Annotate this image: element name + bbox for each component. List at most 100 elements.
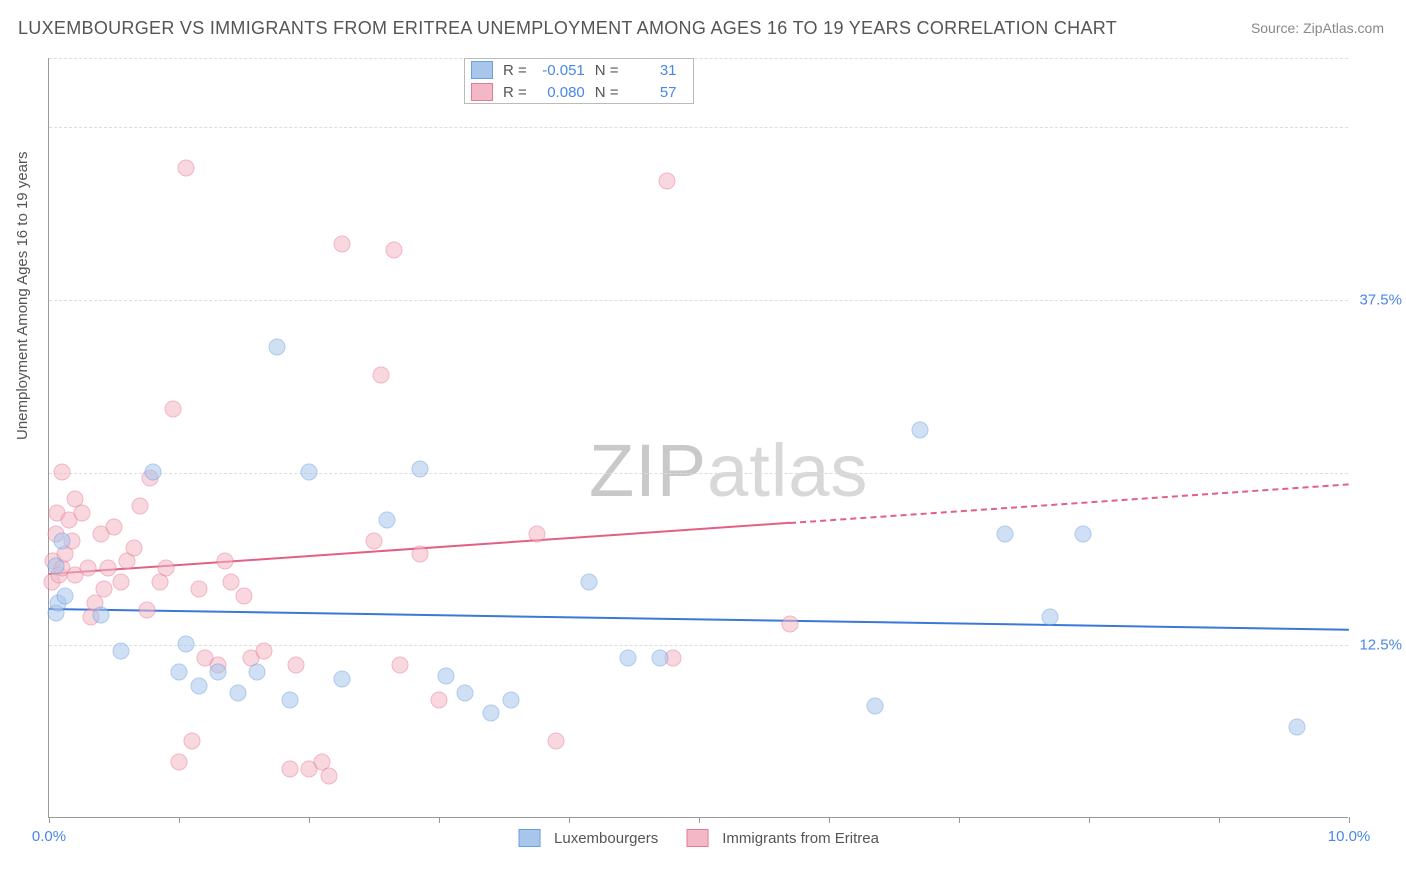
point-eritrea [431,691,448,708]
x-tick [49,817,50,823]
x-tick [439,817,440,823]
point-luxembourgers [145,463,162,480]
point-eritrea [392,657,409,674]
gridline [49,58,1348,59]
point-eritrea [80,560,97,577]
point-eritrea [73,505,90,522]
swatch-eritrea-2 [686,829,708,847]
y-tick-label: 37.5% [1359,291,1402,308]
x-tick [1219,817,1220,823]
stats-legend: R = -0.051 N = 31 R = 0.080 N = 57 [464,58,694,104]
point-luxembourgers [54,532,71,549]
swatch-eritrea [471,83,493,101]
x-tick [699,817,700,823]
point-luxembourgers [483,705,500,722]
x-tick-label: 0.0% [32,828,66,845]
point-eritrea [171,753,188,770]
gridline [49,645,1348,646]
point-luxembourgers [93,607,110,624]
x-tick [1089,817,1090,823]
point-luxembourgers [411,460,428,477]
point-eritrea [112,574,129,591]
gridline [49,127,1348,128]
point-eritrea [288,657,305,674]
point-luxembourgers [190,677,207,694]
point-luxembourgers [1042,608,1059,625]
point-luxembourgers [177,636,194,653]
x-tick-label: 10.0% [1328,828,1371,845]
point-luxembourgers [56,587,73,604]
trendline-luxembourgers [49,608,1349,631]
trendline-eritrea [790,484,1349,525]
point-luxembourgers [437,668,454,685]
point-eritrea [385,242,402,259]
legend-item-luxembourgers: Luxembourgers [518,829,658,847]
swatch-luxembourgers-2 [518,829,540,847]
stats-row-luxembourgers: R = -0.051 N = 31 [465,59,693,81]
point-luxembourgers [171,663,188,680]
chart-title: LUXEMBOURGER VS IMMIGRANTS FROM ERITREA … [18,18,1117,39]
x-tick [569,817,570,823]
point-luxembourgers [502,691,519,708]
source-attribution: Source: ZipAtlas.com [1251,20,1384,36]
point-eritrea [184,733,201,750]
y-axis-label: Unemployment Among Ages 16 to 19 years [14,151,31,440]
point-luxembourgers [301,463,318,480]
point-eritrea [411,546,428,563]
x-tick [829,817,830,823]
x-tick [1349,817,1350,823]
point-eritrea [255,643,272,660]
point-eritrea [372,366,389,383]
point-eritrea [782,615,799,632]
point-luxembourgers [47,557,64,574]
point-luxembourgers [210,663,227,680]
point-eritrea [106,518,123,535]
point-luxembourgers [281,691,298,708]
x-tick [179,817,180,823]
point-eritrea [366,532,383,549]
point-luxembourgers [619,650,636,667]
stats-row-eritrea: R = 0.080 N = 57 [465,81,693,103]
point-luxembourgers [457,684,474,701]
point-eritrea [528,525,545,542]
point-eritrea [216,553,233,570]
point-eritrea [164,401,181,418]
point-eritrea [132,498,149,515]
gridline [49,300,1348,301]
point-luxembourgers [652,650,669,667]
point-eritrea [236,587,253,604]
point-luxembourgers [866,698,883,715]
point-luxembourgers [249,663,266,680]
point-luxembourgers [268,339,285,356]
point-eritrea [138,601,155,618]
point-luxembourgers [1074,525,1091,542]
watermark: ZIPatlas [589,428,868,513]
point-luxembourgers [996,525,1013,542]
point-eritrea [158,560,175,577]
point-eritrea [190,581,207,598]
point-luxembourgers [379,511,396,528]
x-tick [309,817,310,823]
scatter-plot: ZIPatlas 12.5%37.5% 0.0%10.0% R = -0.051… [48,58,1348,818]
point-luxembourgers [1289,719,1306,736]
x-tick [959,817,960,823]
gridline [49,473,1348,474]
point-luxembourgers [912,422,929,439]
point-eritrea [333,235,350,252]
point-eritrea [223,574,240,591]
point-eritrea [548,733,565,750]
series-legend: Luxembourgers Immigrants from Eritrea [518,829,879,847]
legend-item-eritrea: Immigrants from Eritrea [686,829,879,847]
point-luxembourgers [229,684,246,701]
point-eritrea [54,463,71,480]
point-eritrea [177,159,194,176]
point-eritrea [95,581,112,598]
point-eritrea [125,539,142,556]
point-luxembourgers [112,643,129,660]
point-eritrea [281,760,298,777]
swatch-luxembourgers [471,61,493,79]
point-eritrea [320,767,337,784]
point-luxembourgers [333,670,350,687]
point-eritrea [99,560,116,577]
point-luxembourgers [580,574,597,591]
